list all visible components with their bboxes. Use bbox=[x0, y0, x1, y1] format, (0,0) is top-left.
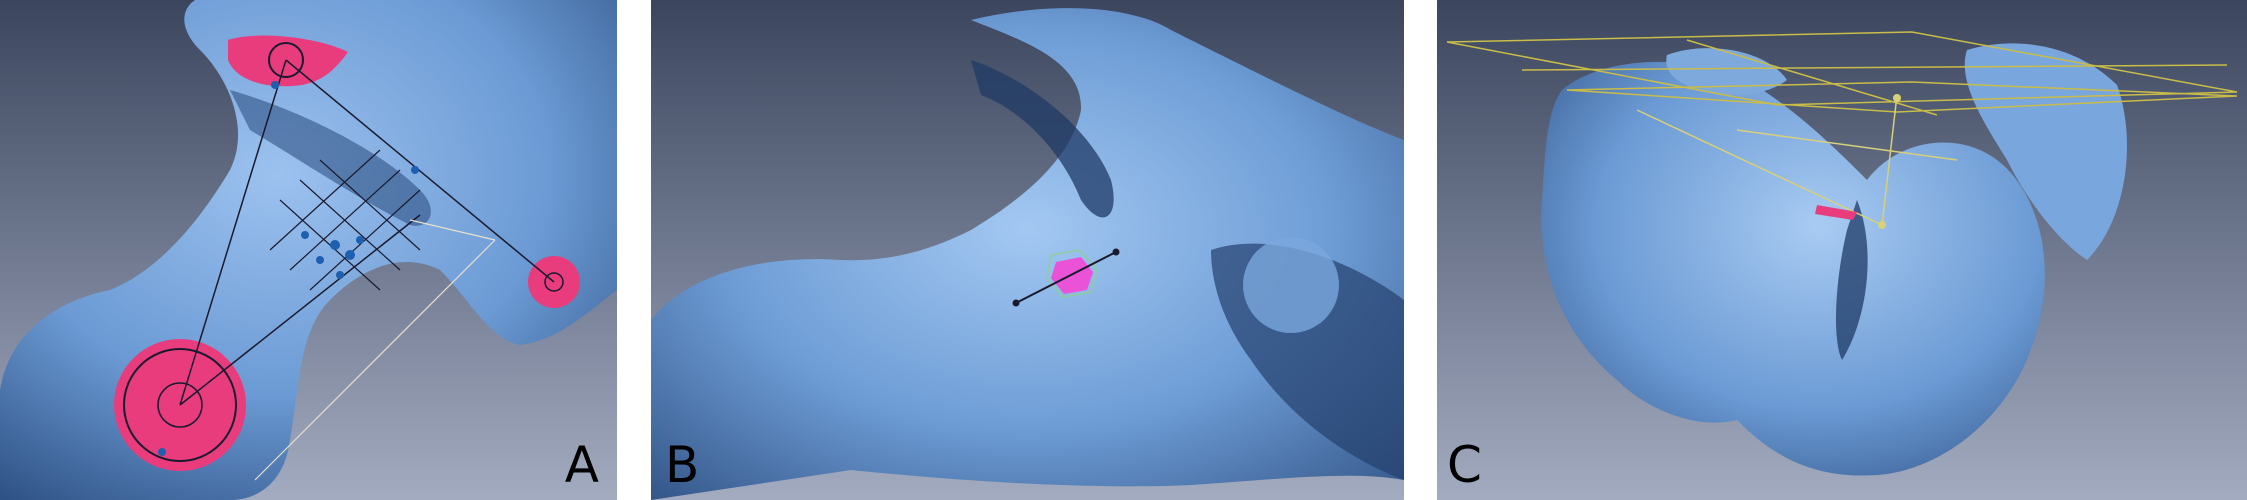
guide-point bbox=[1893, 94, 1901, 102]
bone-lobe-left bbox=[1666, 48, 1787, 95]
bone-render-a bbox=[0, 0, 617, 500]
reference-planes bbox=[1446, 31, 2238, 116]
bone-surface bbox=[1541, 61, 2045, 476]
head-trochanter-line bbox=[285, 59, 555, 283]
bone-shadow-ridge bbox=[971, 60, 1114, 218]
panel-label-c: C bbox=[1447, 436, 1482, 494]
bone-lobe-right bbox=[1964, 43, 2127, 260]
bone-condyle-bump bbox=[1243, 237, 1339, 333]
neck-axis-line bbox=[179, 59, 287, 406]
target-marker-outline bbox=[1046, 249, 1098, 298]
landmark-points bbox=[158, 81, 419, 456]
target-marker bbox=[1815, 205, 1857, 220]
measurement-grid bbox=[254, 149, 496, 481]
measurement-endpoint-2 bbox=[1112, 248, 1120, 256]
panel-c: C bbox=[1437, 0, 2247, 500]
panel-label-b: B bbox=[665, 436, 700, 494]
guide-lines bbox=[1636, 94, 1958, 226]
bone-surface bbox=[651, 8, 1404, 500]
bone-render-b bbox=[651, 0, 1404, 500]
lesser-fit-circle bbox=[544, 272, 564, 292]
bone-groove-shadow bbox=[1835, 200, 1868, 360]
panel-b: B bbox=[651, 0, 1404, 500]
trochanter-fit-circle bbox=[268, 42, 304, 78]
guide-point-low bbox=[1878, 221, 1886, 229]
bone-shadow-fold bbox=[230, 90, 431, 226]
bone-render-c bbox=[1437, 0, 2247, 500]
head-fit-circle bbox=[123, 348, 237, 462]
panel-a: A bbox=[0, 0, 617, 500]
measurement-line bbox=[1015, 251, 1117, 304]
head-lesser-line bbox=[179, 214, 421, 406]
panel-label-a: A bbox=[564, 436, 599, 494]
measurement-endpoint-1 bbox=[1012, 299, 1020, 307]
head-fit-circle-inner bbox=[157, 382, 203, 428]
